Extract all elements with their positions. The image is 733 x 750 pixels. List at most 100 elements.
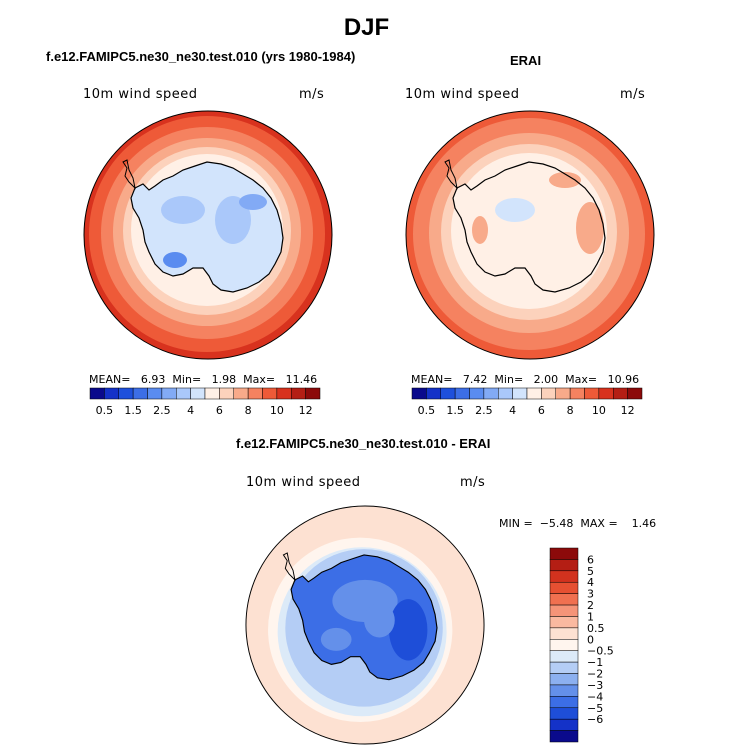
colorbar-swatch-5 bbox=[161, 387, 177, 400]
panel3-max: 1.46 bbox=[631, 517, 657, 530]
field-patch-2 bbox=[320, 627, 352, 651]
panel3-min-label: MIN = bbox=[499, 517, 533, 530]
panel1-min-label: Min= bbox=[172, 373, 202, 386]
field-patch-1 bbox=[389, 599, 428, 661]
colorbar-swatch-4 bbox=[469, 387, 485, 400]
colorbar-tick-label: 1.5 bbox=[446, 404, 464, 417]
colorbar-swatch-15 bbox=[627, 387, 643, 400]
colorbar-swatch-13 bbox=[598, 387, 614, 400]
colorbar-tick-label: 0.5 bbox=[418, 404, 436, 417]
colorbar-swatch-13 bbox=[549, 696, 579, 709]
colorbar-swatch-5 bbox=[483, 387, 499, 400]
panel2-stats: MEAN= 7.42 Min= 2.00 Max= 10.96 bbox=[411, 373, 639, 386]
colorbar-tick-label: 4 bbox=[587, 576, 594, 589]
map-border bbox=[245, 505, 485, 745]
peninsula-coastline bbox=[122, 159, 136, 190]
panel1-max-label: Max= bbox=[243, 373, 276, 386]
map-field bbox=[406, 111, 654, 359]
colorbar-swatch-7 bbox=[190, 387, 206, 400]
panel3-units: m/s bbox=[460, 475, 486, 490]
colorbar-tick-label: 0.5 bbox=[587, 622, 605, 635]
panel2-max-label: Max= bbox=[565, 373, 598, 386]
panel2-mean-label: MEAN= bbox=[411, 373, 453, 386]
colorbar-swatch-6 bbox=[549, 616, 579, 629]
colorbar-tick-label: 3 bbox=[587, 588, 594, 601]
field-patch-2 bbox=[163, 252, 187, 268]
panel1-stats: MEAN= 6.93 Min= 1.98 Max= 11.46 bbox=[89, 373, 317, 386]
colorbar-tick-label: 6 bbox=[538, 404, 545, 417]
field-patch-1 bbox=[549, 172, 581, 188]
colorbar-swatch-1 bbox=[104, 387, 119, 400]
panel2-units: m/s bbox=[620, 87, 646, 102]
colorbar-tick-label: −5 bbox=[587, 702, 603, 715]
colorbar-swatch-11 bbox=[549, 673, 579, 686]
colorbar-swatch-9 bbox=[219, 387, 234, 400]
colorbar-swatch-2 bbox=[118, 387, 134, 400]
colorbar-tick-label: 6 bbox=[216, 404, 223, 417]
colorbar-tick-label: −3 bbox=[587, 679, 603, 692]
panel3-min: −5.48 bbox=[539, 517, 574, 530]
colorbar-tick-label: 2.5 bbox=[475, 404, 493, 417]
panel1-map bbox=[83, 110, 333, 360]
colorbar-tick-label: 0 bbox=[587, 633, 594, 646]
colorbar-swatch-0 bbox=[549, 547, 579, 560]
colorbar-tick-label: 4 bbox=[509, 404, 516, 417]
colorbar-tick-label: −2 bbox=[587, 668, 603, 681]
field-patch-2 bbox=[495, 198, 535, 222]
colorbar-swatch-6 bbox=[498, 387, 513, 400]
colorbar-swatch-14 bbox=[613, 387, 628, 400]
peninsula-coastline bbox=[444, 159, 458, 190]
colorbar-swatch-3 bbox=[549, 581, 579, 594]
colorbar-swatch-12 bbox=[584, 387, 600, 400]
antarctica-fill bbox=[453, 162, 605, 292]
colorbar-tick-label: 1.5 bbox=[124, 404, 142, 417]
field-patch-3 bbox=[364, 602, 395, 638]
panel2-max: 10.96 bbox=[607, 373, 640, 386]
panel3-title: f.e12.FAMIPC5.ne30_ne30.test.010 - ERAI bbox=[236, 436, 491, 451]
colorbar-tick-label: 12 bbox=[621, 404, 635, 417]
colorbar-tick-label: −0.5 bbox=[587, 645, 614, 658]
colorbar-swatch-8 bbox=[549, 639, 579, 651]
colorbar-swatch-12 bbox=[549, 684, 579, 697]
colorbar-tick-label: 2 bbox=[587, 599, 594, 612]
colorbar-swatch-12 bbox=[262, 387, 278, 400]
colorbar-swatch-3 bbox=[132, 387, 148, 400]
panel1-max: 11.46 bbox=[285, 373, 318, 386]
field-patch-0 bbox=[161, 196, 205, 224]
panel3-variable: 10m wind speed bbox=[246, 475, 361, 490]
coastline bbox=[452, 161, 606, 293]
panel1-mean: 6.93 bbox=[140, 373, 166, 386]
map-border bbox=[405, 110, 655, 360]
coastline bbox=[130, 161, 284, 293]
colorbar-swatch-6 bbox=[176, 387, 191, 400]
colorbar-tick-label: 8 bbox=[245, 404, 252, 417]
panel3-stats: MIN = −5.48 MAX = 1.46 bbox=[499, 517, 656, 530]
colorbar-swatch-9 bbox=[541, 387, 556, 400]
panel2-colorbar: 0.5 1.5 2.5 4 6 8 10 12 bbox=[411, 387, 643, 417]
peninsula-coastline bbox=[282, 552, 296, 582]
field-patch-1 bbox=[215, 196, 251, 244]
colorbar-tick-label: 12 bbox=[299, 404, 313, 417]
colorbar-swatch-14 bbox=[549, 707, 579, 720]
colorbar-swatch-15 bbox=[305, 387, 321, 400]
colorbar-swatch-8 bbox=[526, 387, 542, 400]
colorbar-swatch-10 bbox=[233, 387, 249, 400]
colorbar-tick-label: 1 bbox=[587, 610, 594, 623]
map-border bbox=[83, 110, 333, 360]
panel2-min-label: Min= bbox=[494, 373, 524, 386]
colorbar-swatch-11 bbox=[569, 387, 585, 400]
colorbar-tick-label: 5 bbox=[587, 565, 594, 578]
colorbar-swatch-2 bbox=[440, 387, 456, 400]
colorbar-swatch-1 bbox=[426, 387, 441, 400]
panel3-max-label: MAX = bbox=[580, 517, 618, 530]
panel3-map bbox=[245, 505, 485, 745]
colorbar-swatch-0 bbox=[411, 387, 427, 400]
panel1-colorbar: 0.5 1.5 2.5 4 6 8 10 12 bbox=[89, 387, 321, 417]
colorbar-swatch-10 bbox=[555, 387, 571, 400]
panel1-variable: 10m wind speed bbox=[83, 87, 198, 102]
colorbar-tick-label: −1 bbox=[587, 656, 603, 669]
colorbar-swatch-13 bbox=[276, 387, 292, 400]
panel2-variable: 10m wind speed bbox=[405, 87, 520, 102]
colorbar-tick-label: 8 bbox=[567, 404, 574, 417]
